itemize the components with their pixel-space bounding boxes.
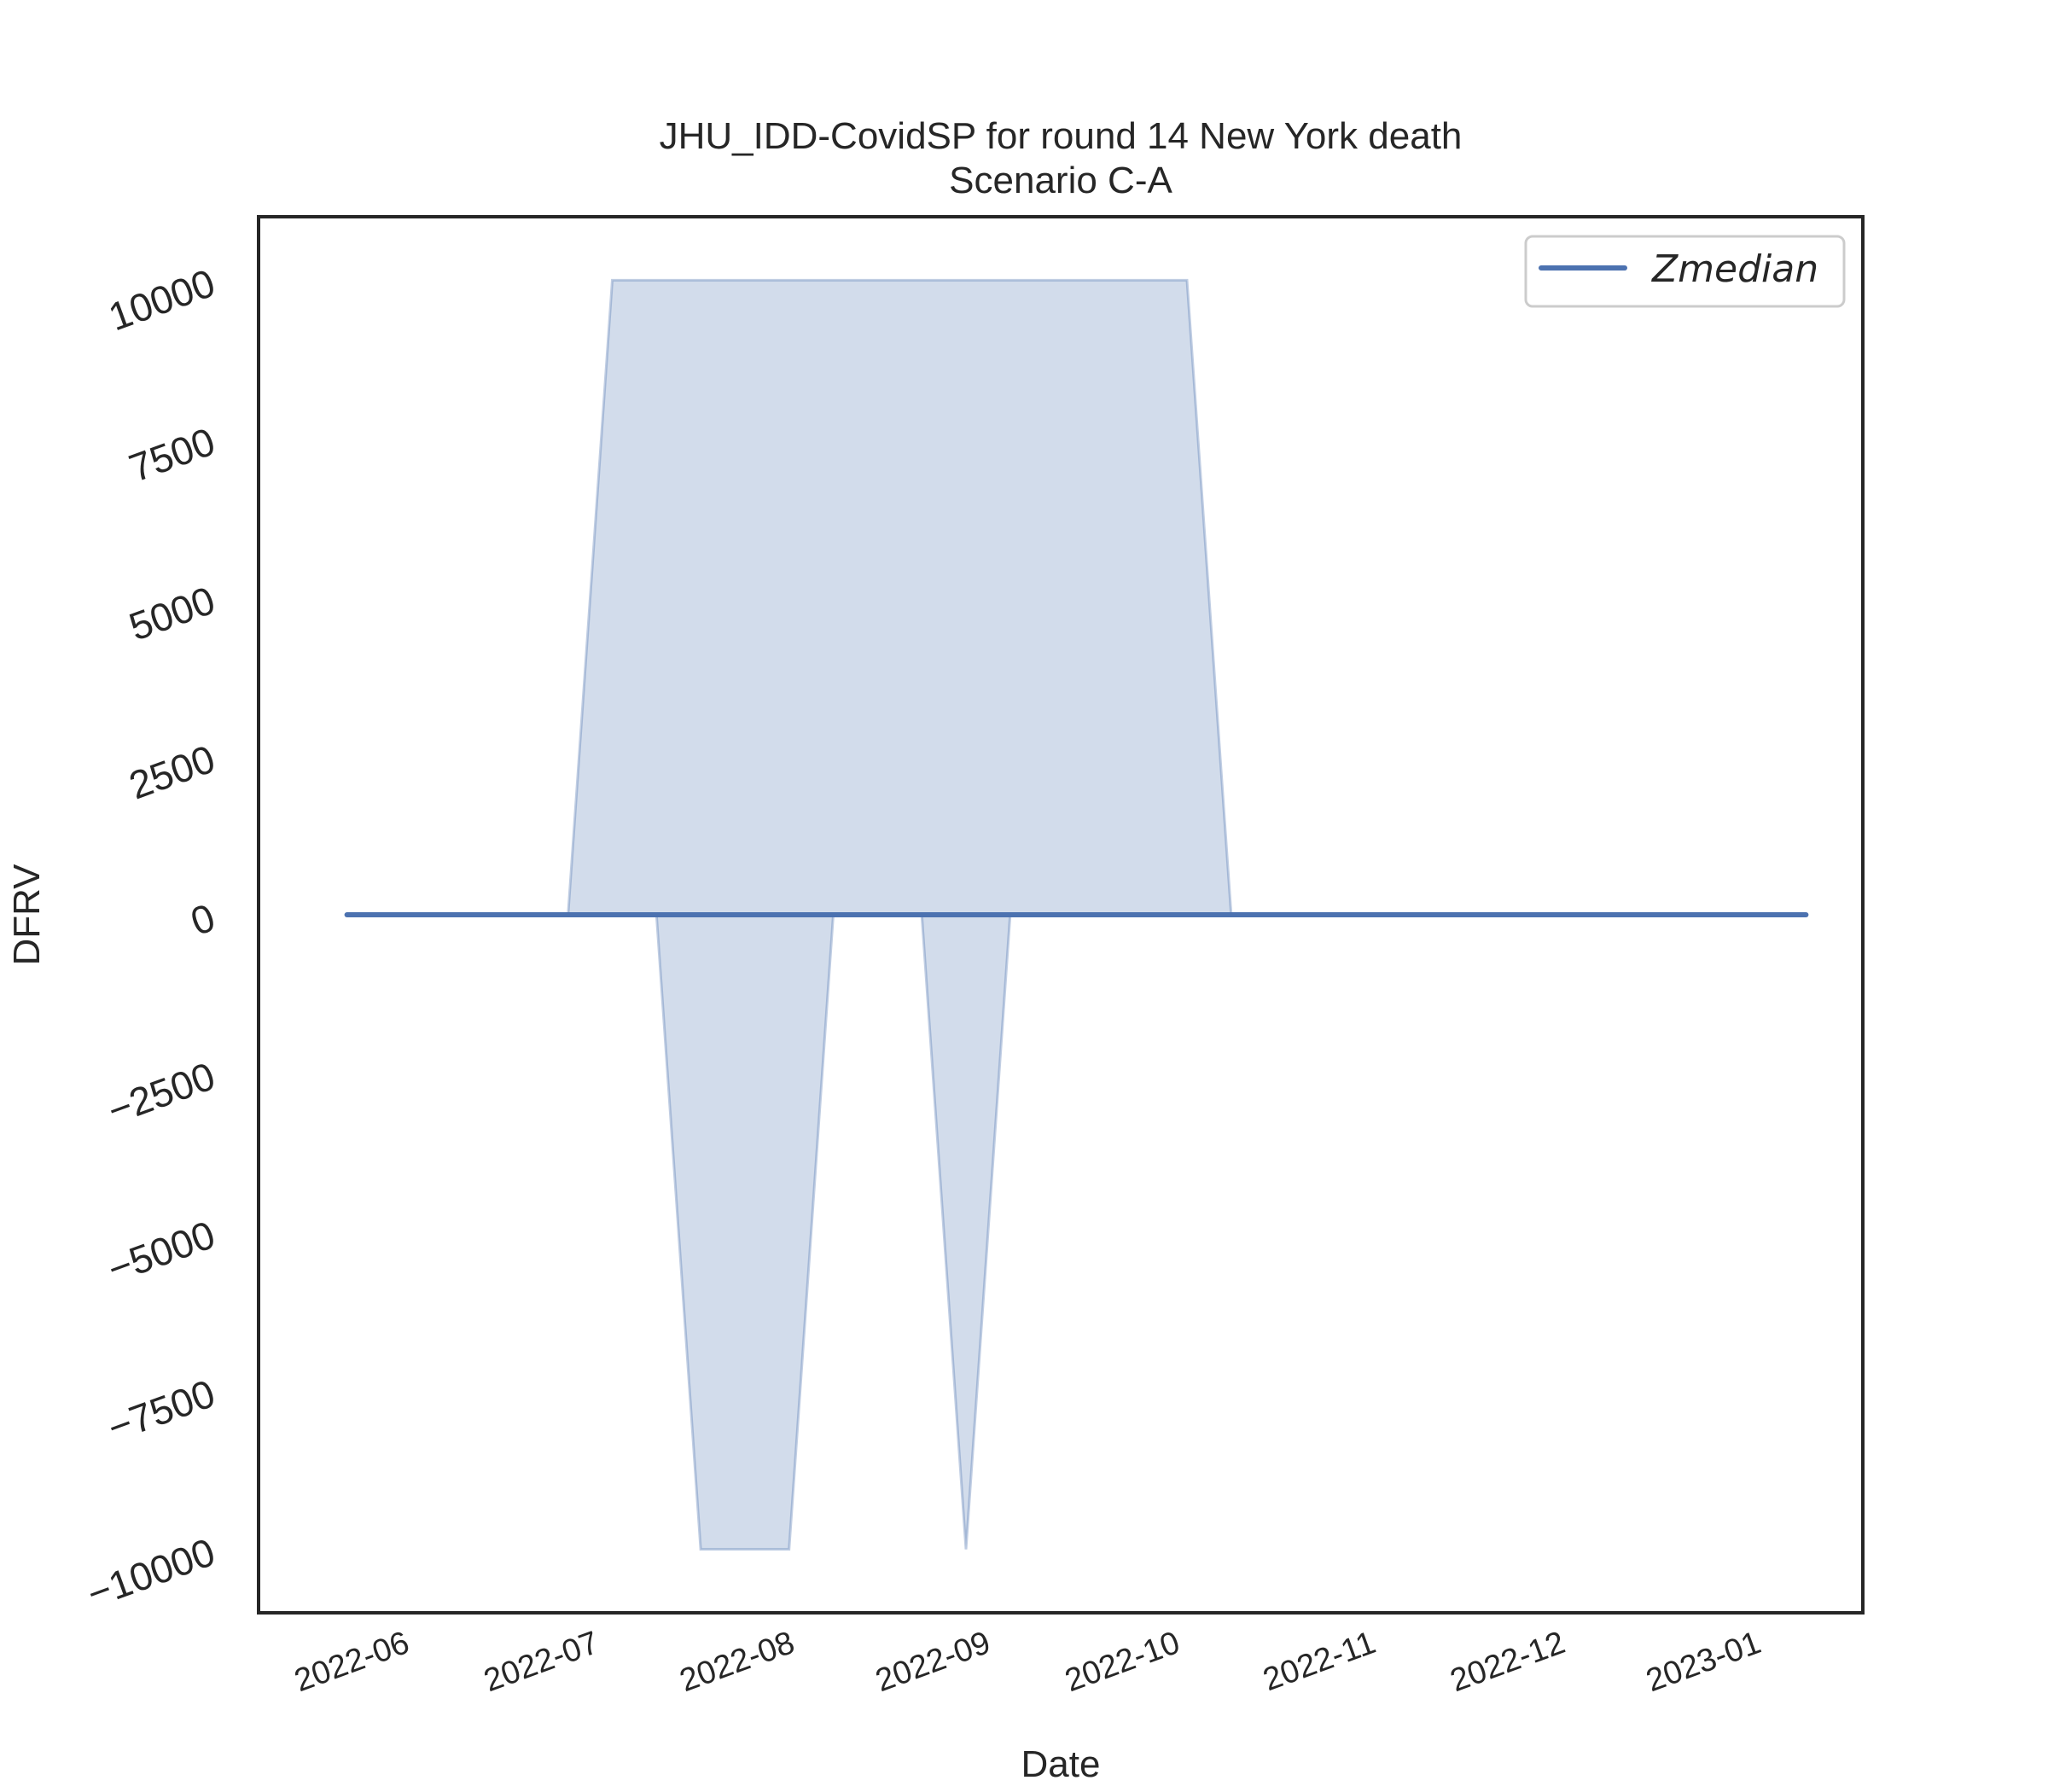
- y-tick-label: 5000: [123, 578, 220, 649]
- x-tick-label: 2022-09: [871, 1625, 995, 1699]
- x-tick-labels: 2022-06 2022-07 2022-08 2022-09 2022-10 2022-…: [290, 1625, 1766, 1699]
- x-tick-label: 2022-10: [1061, 1625, 1184, 1699]
- y-tick-label: 2500: [123, 736, 220, 808]
- chart-title: JHU_IDD-CovidSP for round 14 New York de…: [660, 115, 1463, 157]
- legend-box: [1524, 235, 1846, 308]
- y-tick-label: −7500: [102, 1370, 220, 1450]
- y-tick-label: −10000: [81, 1529, 220, 1616]
- chart-subtitle: Scenario C-A: [949, 160, 1172, 201]
- y-tick-label: −5000: [102, 1212, 220, 1291]
- x-axis-label: Date: [1021, 1743, 1101, 1785]
- legend-label-zmedian: Zmedian: [1651, 247, 1818, 291]
- y-tick-label: 0: [185, 895, 221, 945]
- x-tick-label: 2022-06: [290, 1625, 414, 1699]
- y-tick-label: 10000: [102, 260, 220, 340]
- x-tick-label: 2022-12: [1446, 1625, 1569, 1699]
- x-tick-label: 2023-01: [1642, 1625, 1766, 1699]
- x-tick-label: 2022-08: [675, 1625, 799, 1699]
- y-tick-label: 7500: [123, 419, 220, 491]
- y-tick-label: −2500: [102, 1053, 220, 1132]
- x-tick-label: 2022-07: [480, 1625, 603, 1699]
- x-tick-label: 2022-11: [1259, 1625, 1381, 1698]
- y-tick-labels: −10000 −7500 −5000 −2500 0 2500 5000 7500 10000: [81, 260, 220, 1616]
- y-axis-label: DFRV: [6, 864, 48, 966]
- legend: Zmedian: [1524, 235, 1846, 308]
- plot-frame: [257, 215, 1865, 1615]
